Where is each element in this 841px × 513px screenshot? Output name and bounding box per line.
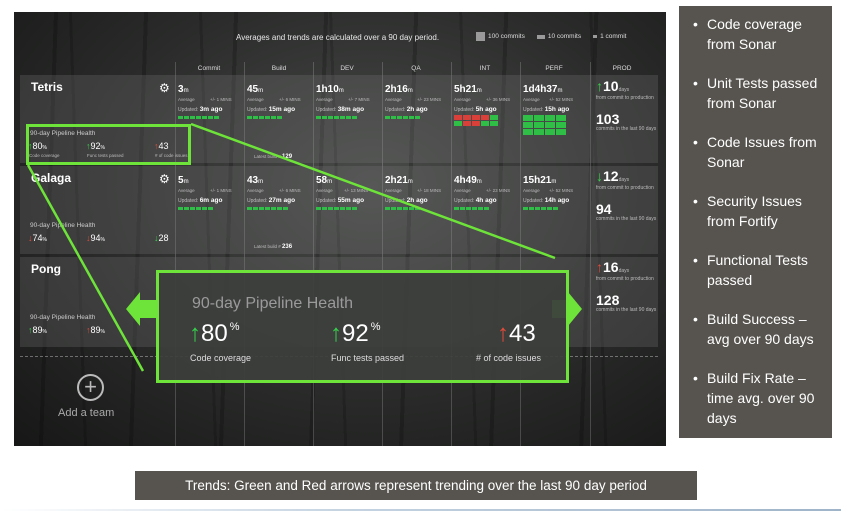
add-team-label[interactable]: Add a team xyxy=(58,407,115,419)
pipeline-dashboard: Averages and trends are calculated over … xyxy=(14,12,666,446)
zoom-issues-label: # of code issues xyxy=(476,353,542,363)
prod-lead-time-galaga: ↓12days from commit to production 94 com… xyxy=(596,168,657,222)
stage-cell-qa[interactable]: 2h21m Average +/- 18 MINS Updated: 2h ag… xyxy=(385,170,451,210)
zoom-coverage-label: Code coverage xyxy=(190,353,252,363)
gear-icon[interactable]: ⚙ xyxy=(159,172,170,186)
pipeline-health-zoom: 90-day Pipeline Health ↑ 80% Code coverag… xyxy=(156,270,569,383)
left-arrow-icon xyxy=(126,292,156,326)
legend-10-commits: 10 commits xyxy=(536,33,581,40)
stage-cell-perf[interactable]: 15h21m Average +/- 52 MINS Updated: 14h … xyxy=(523,170,589,210)
column-prod: PROD xyxy=(612,65,632,72)
column-int: INT xyxy=(479,65,491,72)
legend-100-commits: 100 commits xyxy=(476,32,525,41)
stage-cell-build[interactable]: 43m Average +/- 6 MINS Updated: 27m ago xyxy=(247,170,313,210)
pipeline-health-metrics: ↓74% ↓94% ↓28 xyxy=(28,233,169,243)
column-build: Build xyxy=(271,65,287,72)
latest-build: Latest build # 236 xyxy=(254,244,293,250)
prod-lead-time-tetris: ↑10days from commit to production 103 co… xyxy=(596,78,657,132)
pipeline-health-title: 90-day Pipeline Health xyxy=(30,314,96,321)
stage-cell-build[interactable]: 45m Average +/- 6 MINS Updated: 15m ago xyxy=(247,79,313,119)
stage-cell-int[interactable]: 5h21m Average +/- 36 MINS Updated: 5h ag… xyxy=(454,79,520,126)
zoom-coverage: ↑ 80% xyxy=(189,320,240,347)
zoom-func-label: Func tests passed xyxy=(331,353,405,363)
column-dev: DEV xyxy=(340,65,354,72)
zoom-issues: ↑ 43 xyxy=(497,320,536,347)
stage-cell-int[interactable]: 4h49m Average +/- 23 MINS Updated: 4h ag… xyxy=(454,170,520,210)
pipeline-health-metrics: ↑89% ↑89% xyxy=(28,325,105,335)
bullet-build-fix-rate: Build Fix Rate – time avg. over 90 days xyxy=(687,368,824,428)
legend-1-commit: 1 commit xyxy=(593,33,626,40)
team-row-galaga[interactable] xyxy=(20,166,658,254)
stage-cell-dev[interactable]: 58m Average +/- 13 MINS Updated: 55m ago xyxy=(316,170,382,210)
highlight-box xyxy=(26,124,191,165)
commit-legend: 100 commits 10 commits 1 commit xyxy=(476,32,626,41)
feature-bullets-panel: Code coverage from Sonar Unit Tests pass… xyxy=(679,6,832,438)
averages-note: Averages and trends are calculated over … xyxy=(236,33,440,42)
bullet-unit-tests: Unit Tests passed from Sonar xyxy=(687,73,824,113)
prod-lead-time-pong: ↑16days from commit to production 128 co… xyxy=(596,259,657,313)
stage-cell-dev[interactable]: 1h10m Average +/- 7 MINS Updated: 38m ag… xyxy=(316,79,382,119)
team-name-pong[interactable]: Pong xyxy=(31,262,61,276)
stage-cell-qa[interactable]: 2h16m Average +/- 23 MINS Updated: 2h ag… xyxy=(385,79,451,119)
zoom-title: 90-day Pipeline Health xyxy=(192,295,353,312)
bullet-security-issues: Security Issues from Fortify xyxy=(687,191,824,231)
latest-build: Latest build # 129 xyxy=(254,154,293,160)
stage-cell-perf[interactable]: 1d4h37m Average +/- 52 MINS Updated: 15h… xyxy=(523,79,589,135)
zoom-func-tests: ↑ 92% xyxy=(330,320,381,347)
pipeline-health-metrics: ↑80% ↑92% ↑43 xyxy=(28,141,169,151)
column-qa: QA xyxy=(411,65,421,72)
stage-cell-commit[interactable]: 3m Average +/- 1 MINS Updated: 3m ago xyxy=(178,79,244,119)
team-name-tetris[interactable]: Tetris xyxy=(31,80,63,94)
slide-footer-line xyxy=(0,509,841,511)
bullet-functional-tests: Functional Tests passed xyxy=(687,250,824,290)
bullet-build-success: Build Success – avg over 90 days xyxy=(687,309,824,349)
bullet-code-issues: Code Issues from Sonar xyxy=(687,132,824,172)
gear-icon[interactable]: ⚙ xyxy=(159,81,170,95)
column-commit: Commit xyxy=(197,65,221,72)
pipeline-health-title: 90-day Pipeline Health xyxy=(30,130,96,137)
add-icon[interactable]: + xyxy=(77,374,104,401)
column-perf: PERF xyxy=(545,65,563,72)
trends-caption: Trends: Green and Red arrows represent t… xyxy=(135,471,697,500)
bullet-code-coverage: Code coverage from Sonar xyxy=(687,14,824,54)
team-name-galaga[interactable]: Galaga xyxy=(31,171,72,185)
zoom-connector-lines xyxy=(26,122,556,372)
stage-cell-commit[interactable]: 5m Average +/- 1 MINS Updated: 6m ago xyxy=(178,170,244,210)
